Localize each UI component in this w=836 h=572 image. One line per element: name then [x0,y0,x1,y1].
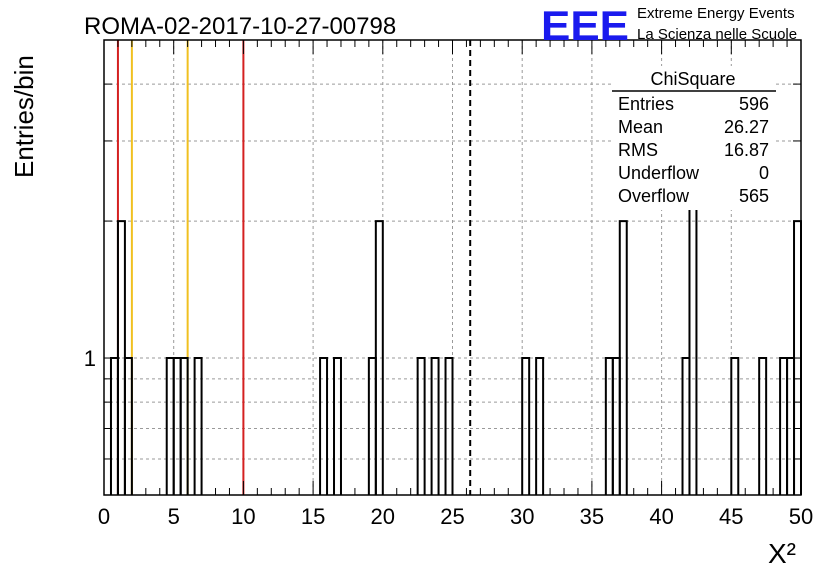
histogram-bar [535,357,545,495]
stats-title: ChiSquare [650,69,735,89]
histogram-bar [179,357,189,495]
stats-value: 565 [739,186,769,206]
eee-logo: EEE Extreme Energy Events La Scienza nel… [541,2,797,49]
logo-line-2: La Scienza nelle Scuole [637,26,797,43]
x-axis-title: X² [768,538,796,569]
y-tick-labels: 1 [84,346,96,371]
x-tick-label: 50 [789,504,813,529]
histogram-bar [416,357,426,495]
histogram-bar [333,357,342,495]
stats-rows: Entries 596 Mean 26.27 RMS 16.87 Underflow 0 Ove… [618,94,769,206]
x-tick-labels: 0 5 10 15 20 25 30 35 40 45 50 [98,504,813,529]
histogram-bar [444,357,454,495]
x-tick-label: 10 [231,504,255,529]
histogram-bar [319,357,329,495]
stats-label: Entries [618,94,674,114]
x-tick-label: 25 [440,504,464,529]
histogram-bar [618,220,628,495]
axes [103,39,802,496]
logo-line-1: Extreme Energy Events [637,5,795,22]
x-tick-label: 45 [719,504,743,529]
x-tick-label: 0 [98,504,110,529]
histogram-bar [123,357,133,495]
histogram-bar [730,357,740,495]
histogram-bar [374,220,384,495]
x-tick-label: 20 [371,504,395,529]
stats-box: ChiSquare Entries 596 Mean 26.27 RMS 16.87 Und… [612,66,776,210]
histogram-bar [758,357,768,495]
stats-label: Underflow [618,163,700,183]
stats-value: 26.27 [724,117,769,137]
logo-mark: EEE [541,2,629,49]
stats-label: Overflow [618,186,690,206]
stats-value: 16.87 [724,140,769,160]
x-tick-label: 35 [580,504,604,529]
stats-label: Mean [618,117,663,137]
stats-value: 0 [759,163,769,183]
histogram-bar [193,357,203,495]
stats-value: 596 [739,94,769,114]
histogram-bar [521,357,531,495]
x-tick-label: 40 [649,504,673,529]
x-tick-label: 30 [510,504,534,529]
histogram-bar [430,357,440,495]
stats-box-background [612,66,774,210]
y-axis-title: Entries/bin [9,55,39,178]
x-tick-label: 15 [301,504,325,529]
x-tick-label: 5 [168,504,180,529]
y-tick-label: 1 [84,346,96,371]
run-title: ROMA-02-2017-10-27-00798 [84,13,396,40]
stats-label: RMS [618,140,658,160]
